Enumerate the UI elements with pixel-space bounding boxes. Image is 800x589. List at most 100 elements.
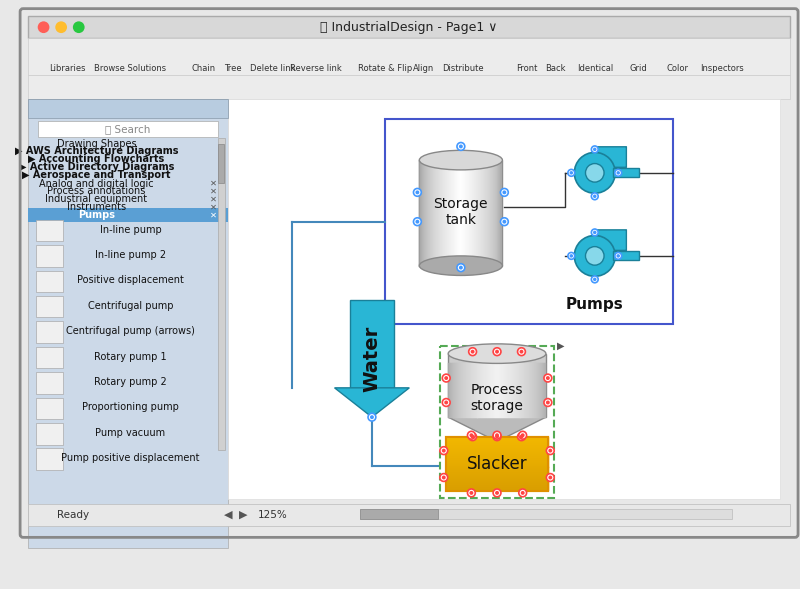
Text: Water: Water [362, 325, 382, 392]
Circle shape [518, 433, 526, 441]
Text: Rotate & Flip: Rotate & Flip [358, 64, 412, 73]
Text: Inspectors: Inspectors [700, 64, 744, 73]
Bar [360, 509, 438, 519]
Text: Tree: Tree [224, 64, 242, 73]
Text: Browse Solutions: Browse Solutions [94, 64, 166, 73]
Circle shape [574, 153, 615, 193]
Circle shape [518, 348, 526, 356]
Text: 125%: 125% [258, 510, 287, 520]
Polygon shape [448, 417, 546, 442]
Circle shape [493, 433, 501, 441]
Text: Pump vacuum: Pump vacuum [95, 428, 166, 438]
Circle shape [546, 401, 550, 405]
Bar [28, 75, 790, 98]
Bar [448, 353, 546, 417]
Circle shape [414, 218, 422, 226]
Circle shape [591, 229, 598, 236]
Text: Instruments: Instruments [66, 202, 126, 212]
Text: Industrial equipment: Industrial equipment [46, 194, 147, 204]
Text: In-line pump: In-line pump [100, 224, 162, 234]
Text: Chain: Chain [192, 64, 216, 73]
Bar [36, 322, 63, 343]
Circle shape [614, 253, 622, 259]
Bar [614, 168, 639, 177]
Bar [28, 208, 228, 221]
Bar [218, 138, 226, 451]
Circle shape [370, 415, 374, 419]
Circle shape [501, 218, 508, 226]
Text: ▶ Active Directory Diagrams: ▶ Active Directory Diagrams [18, 162, 174, 172]
Circle shape [469, 348, 477, 356]
Bar [28, 38, 790, 75]
Circle shape [444, 401, 448, 405]
Bar [446, 437, 548, 491]
Bar [446, 437, 548, 491]
Text: ✕: ✕ [210, 187, 217, 196]
Text: Reverse link: Reverse link [290, 64, 342, 73]
Circle shape [614, 170, 622, 176]
Text: Positive displacement: Positive displacement [77, 275, 184, 285]
Text: Proportioning pump: Proportioning pump [82, 402, 179, 412]
Bar [28, 16, 790, 38]
Text: ▶: ▶ [557, 341, 564, 351]
Circle shape [544, 374, 552, 382]
Circle shape [415, 220, 419, 224]
Circle shape [469, 433, 477, 441]
Polygon shape [334, 388, 410, 417]
Circle shape [548, 475, 552, 479]
Circle shape [442, 374, 450, 382]
Circle shape [546, 376, 550, 380]
Circle shape [470, 350, 474, 353]
Circle shape [459, 144, 463, 148]
Circle shape [414, 188, 422, 196]
Circle shape [467, 431, 475, 439]
Circle shape [55, 21, 67, 33]
Bar [28, 98, 228, 118]
Text: ✕: ✕ [210, 179, 217, 188]
Circle shape [415, 190, 419, 194]
Circle shape [442, 449, 446, 452]
Text: Color: Color [667, 64, 689, 73]
Circle shape [568, 253, 574, 259]
Circle shape [73, 21, 85, 33]
Circle shape [570, 254, 573, 257]
Text: Process annotations: Process annotations [47, 186, 146, 196]
Text: 🔲 IndustrialDesign - Page1 ∨: 🔲 IndustrialDesign - Page1 ∨ [320, 21, 498, 34]
Circle shape [495, 435, 499, 439]
Circle shape [467, 489, 475, 497]
Circle shape [495, 491, 499, 495]
Circle shape [586, 164, 604, 182]
Bar [36, 245, 63, 267]
Text: Drawing Shapes: Drawing Shapes [57, 138, 136, 148]
Bar [36, 296, 63, 317]
Bar [419, 160, 502, 266]
Bar [28, 98, 228, 548]
Circle shape [593, 148, 597, 151]
Circle shape [548, 449, 552, 452]
Ellipse shape [448, 344, 546, 363]
Text: ✕: ✕ [210, 210, 217, 219]
Circle shape [521, 491, 525, 495]
Text: Back: Back [546, 64, 566, 73]
Circle shape [459, 266, 463, 270]
Circle shape [457, 264, 465, 272]
Ellipse shape [419, 150, 502, 170]
Text: Rotary pump 1: Rotary pump 1 [94, 352, 167, 362]
Circle shape [493, 348, 501, 356]
Circle shape [440, 474, 448, 481]
Bar [385, 119, 673, 325]
Text: ✕: ✕ [210, 195, 217, 204]
Text: Process
storage: Process storage [470, 382, 523, 413]
Bar [36, 270, 63, 292]
Circle shape [591, 193, 598, 200]
Text: Align: Align [413, 64, 434, 73]
Circle shape [544, 399, 552, 406]
Text: Front: Front [516, 64, 537, 73]
Circle shape [591, 146, 598, 153]
Bar [228, 98, 781, 499]
Bar [440, 346, 554, 498]
Text: 🔍 Search: 🔍 Search [105, 124, 150, 134]
Circle shape [518, 431, 526, 439]
Text: Centrifugal pump: Centrifugal pump [88, 301, 174, 311]
Circle shape [593, 277, 597, 281]
